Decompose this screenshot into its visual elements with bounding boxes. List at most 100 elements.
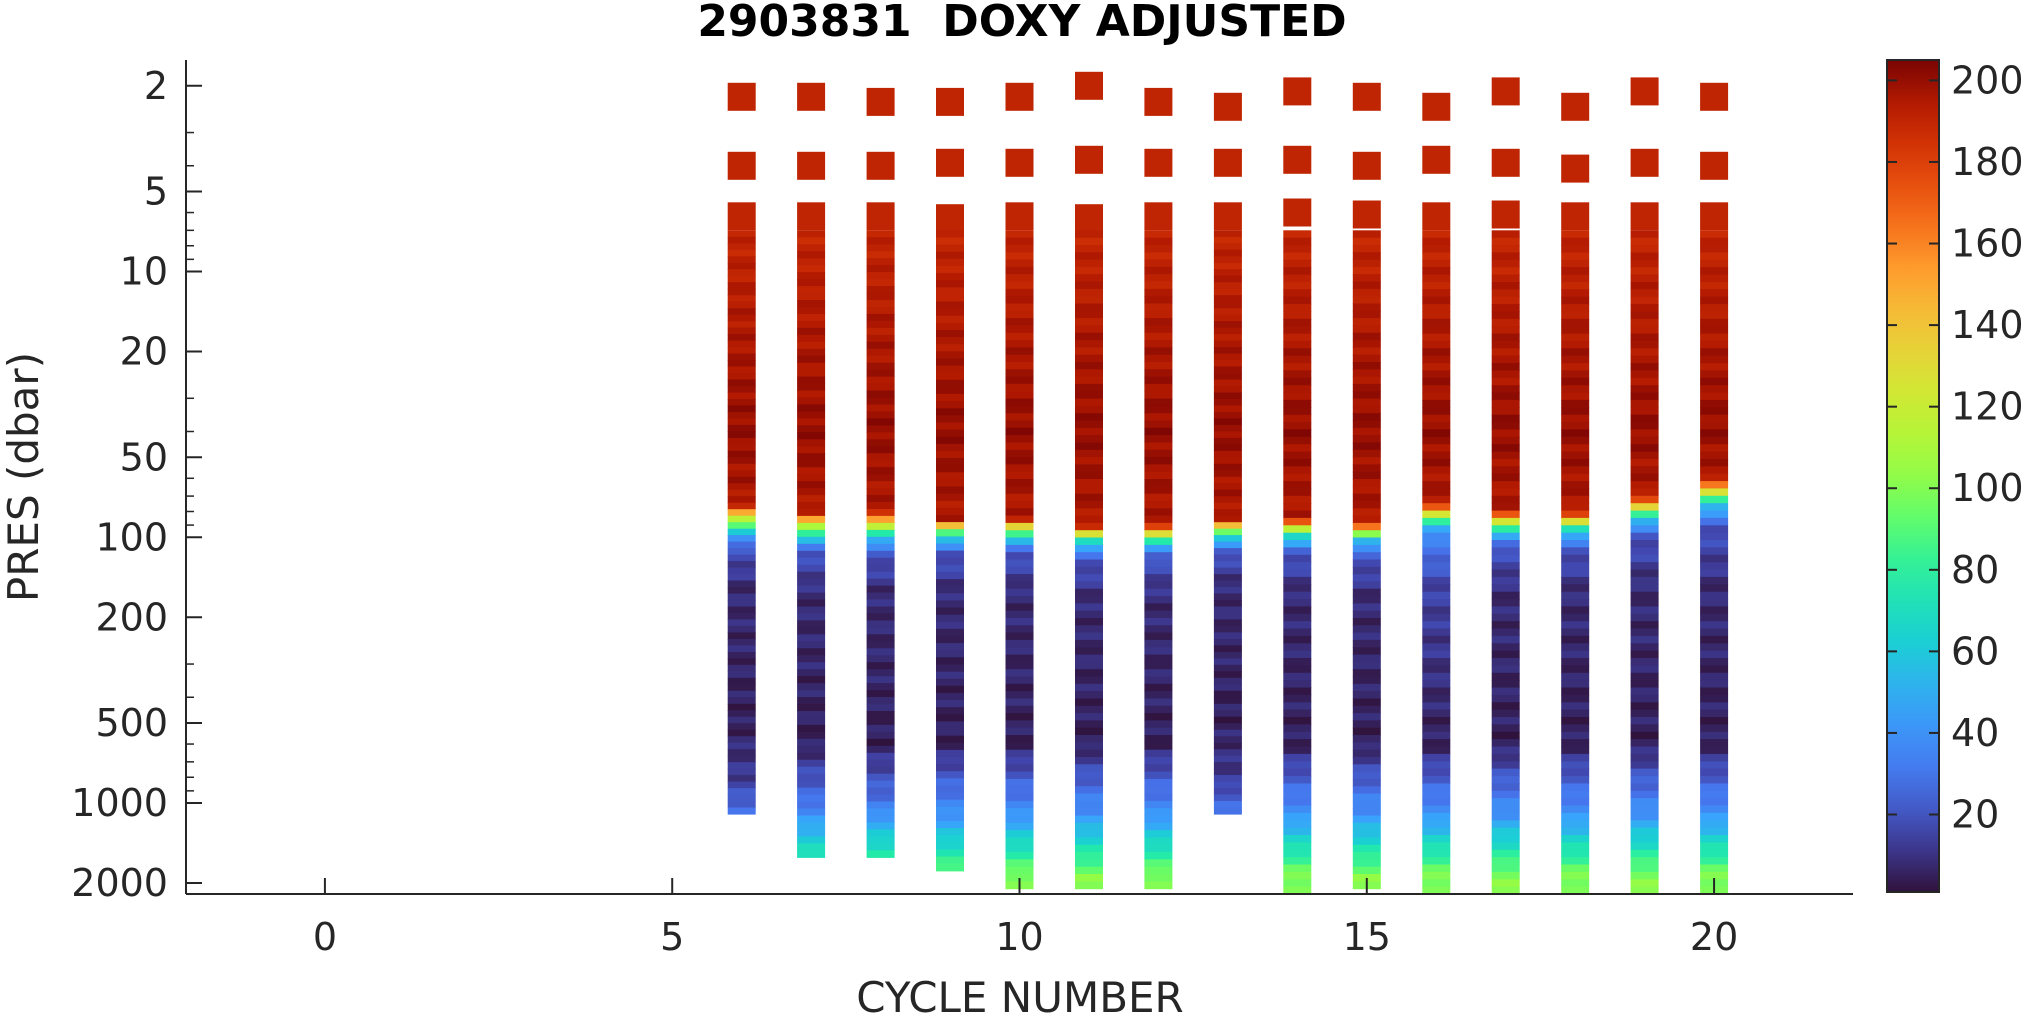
profile-segment (1561, 606, 1590, 615)
profile-segment (1144, 435, 1173, 443)
profile-segment (1630, 606, 1659, 615)
profile-segment (866, 634, 895, 642)
profile-segment (936, 536, 964, 545)
profile-segment (1005, 552, 1034, 561)
profile-segment (727, 256, 756, 264)
profile-segment (1283, 658, 1312, 666)
profile-segment (1144, 866, 1173, 875)
profile-segment (1005, 508, 1034, 517)
profile-segment (1422, 717, 1451, 725)
profile-segment (1561, 333, 1590, 342)
profile-segment (727, 353, 756, 361)
surface-sample-point (1561, 154, 1590, 183)
profile-segment (1213, 502, 1242, 510)
profile-segment (1144, 603, 1173, 612)
profile-segment (1144, 691, 1173, 699)
profile-segment (866, 641, 895, 649)
profile-segment (727, 509, 756, 517)
profile-segment (1144, 471, 1173, 480)
surface-sample-point (1422, 92, 1451, 121)
profile-segment (1075, 654, 1103, 663)
profile-segment (1422, 495, 1451, 504)
profile-segment (1630, 739, 1659, 748)
profile-segment (727, 275, 756, 283)
profile-segment (1144, 786, 1173, 795)
profile-segment (727, 288, 756, 296)
profile-segment (727, 749, 756, 757)
profile-segment (1491, 739, 1520, 748)
profile-segment (1630, 694, 1659, 703)
profile-segment (1283, 245, 1312, 254)
profile-segment (1561, 658, 1590, 666)
profile-segment (1005, 749, 1034, 758)
profile-segment (1491, 554, 1520, 563)
profile-segment (1005, 588, 1034, 597)
profile-segment (1213, 236, 1242, 244)
profile-segment (1561, 584, 1590, 593)
profile-segment (866, 279, 895, 287)
profile-segment (936, 778, 964, 786)
profile-segment (1700, 635, 1729, 644)
profile-segment (1075, 508, 1103, 517)
profile-segment (866, 550, 895, 559)
profile-segment (1630, 628, 1659, 637)
profile-segment (727, 392, 756, 400)
profile-segment (1144, 778, 1173, 787)
profile-segment (1352, 479, 1381, 487)
profile-segment (1075, 376, 1103, 385)
x-tick-label: 0 (313, 915, 337, 959)
profile-segment (1213, 807, 1242, 815)
profile-segment (1700, 259, 1729, 268)
profile-segment (1630, 879, 1659, 888)
profile-segment (1075, 449, 1103, 458)
profile-segment (1213, 230, 1242, 238)
profile-segment (866, 801, 895, 810)
profile-segment (1422, 488, 1451, 497)
profile-segment (1213, 463, 1242, 471)
profile-segment (1352, 530, 1381, 539)
profile-segment (1561, 473, 1590, 482)
profile-segment (1630, 429, 1659, 438)
profile-cycle-15 (1352, 82, 1381, 890)
profile-segment (1213, 651, 1242, 659)
profile-segment (1075, 881, 1103, 890)
profile-segment (727, 567, 756, 575)
profile-segment (1630, 768, 1659, 777)
profile-segment (1144, 764, 1173, 773)
profile-segment (797, 759, 826, 768)
profile-segment (1700, 554, 1729, 563)
profile-segment (727, 476, 756, 484)
profile-segment (1491, 606, 1520, 615)
surface-sample-point (1352, 151, 1381, 180)
profile-segment (1283, 259, 1312, 268)
profile-segment (1561, 621, 1590, 630)
profile-segment (1352, 639, 1381, 648)
profile-segment (1352, 742, 1381, 751)
profile-segment (1630, 783, 1659, 792)
profile-segment (1213, 645, 1242, 653)
profile-segment (1283, 348, 1312, 357)
profile-segment (1213, 340, 1242, 348)
profile-segment (936, 294, 964, 303)
profile-segment (1005, 515, 1034, 524)
profile-segment (1075, 544, 1103, 553)
profile-segment (797, 585, 826, 594)
profile-segment (1075, 625, 1103, 634)
profile-segment (1213, 392, 1242, 400)
profile-cycle-16 (1422, 92, 1451, 895)
profile-segment (936, 792, 964, 801)
profile-segment (1213, 399, 1242, 407)
profile-segment (1075, 281, 1103, 290)
profile-segment (1075, 742, 1103, 751)
profile-segment (1630, 525, 1659, 534)
profile-segment (797, 773, 826, 782)
y-axis-label: PRES (dbar) (0, 352, 48, 602)
profile-segment (1213, 489, 1242, 497)
profile-segment (1005, 852, 1034, 860)
profile-segment (1630, 687, 1659, 696)
y-tick-label: 2000 (71, 861, 168, 905)
profile-segment (1422, 820, 1451, 829)
profile-segment (1561, 458, 1590, 467)
profile-segment (1561, 672, 1590, 681)
